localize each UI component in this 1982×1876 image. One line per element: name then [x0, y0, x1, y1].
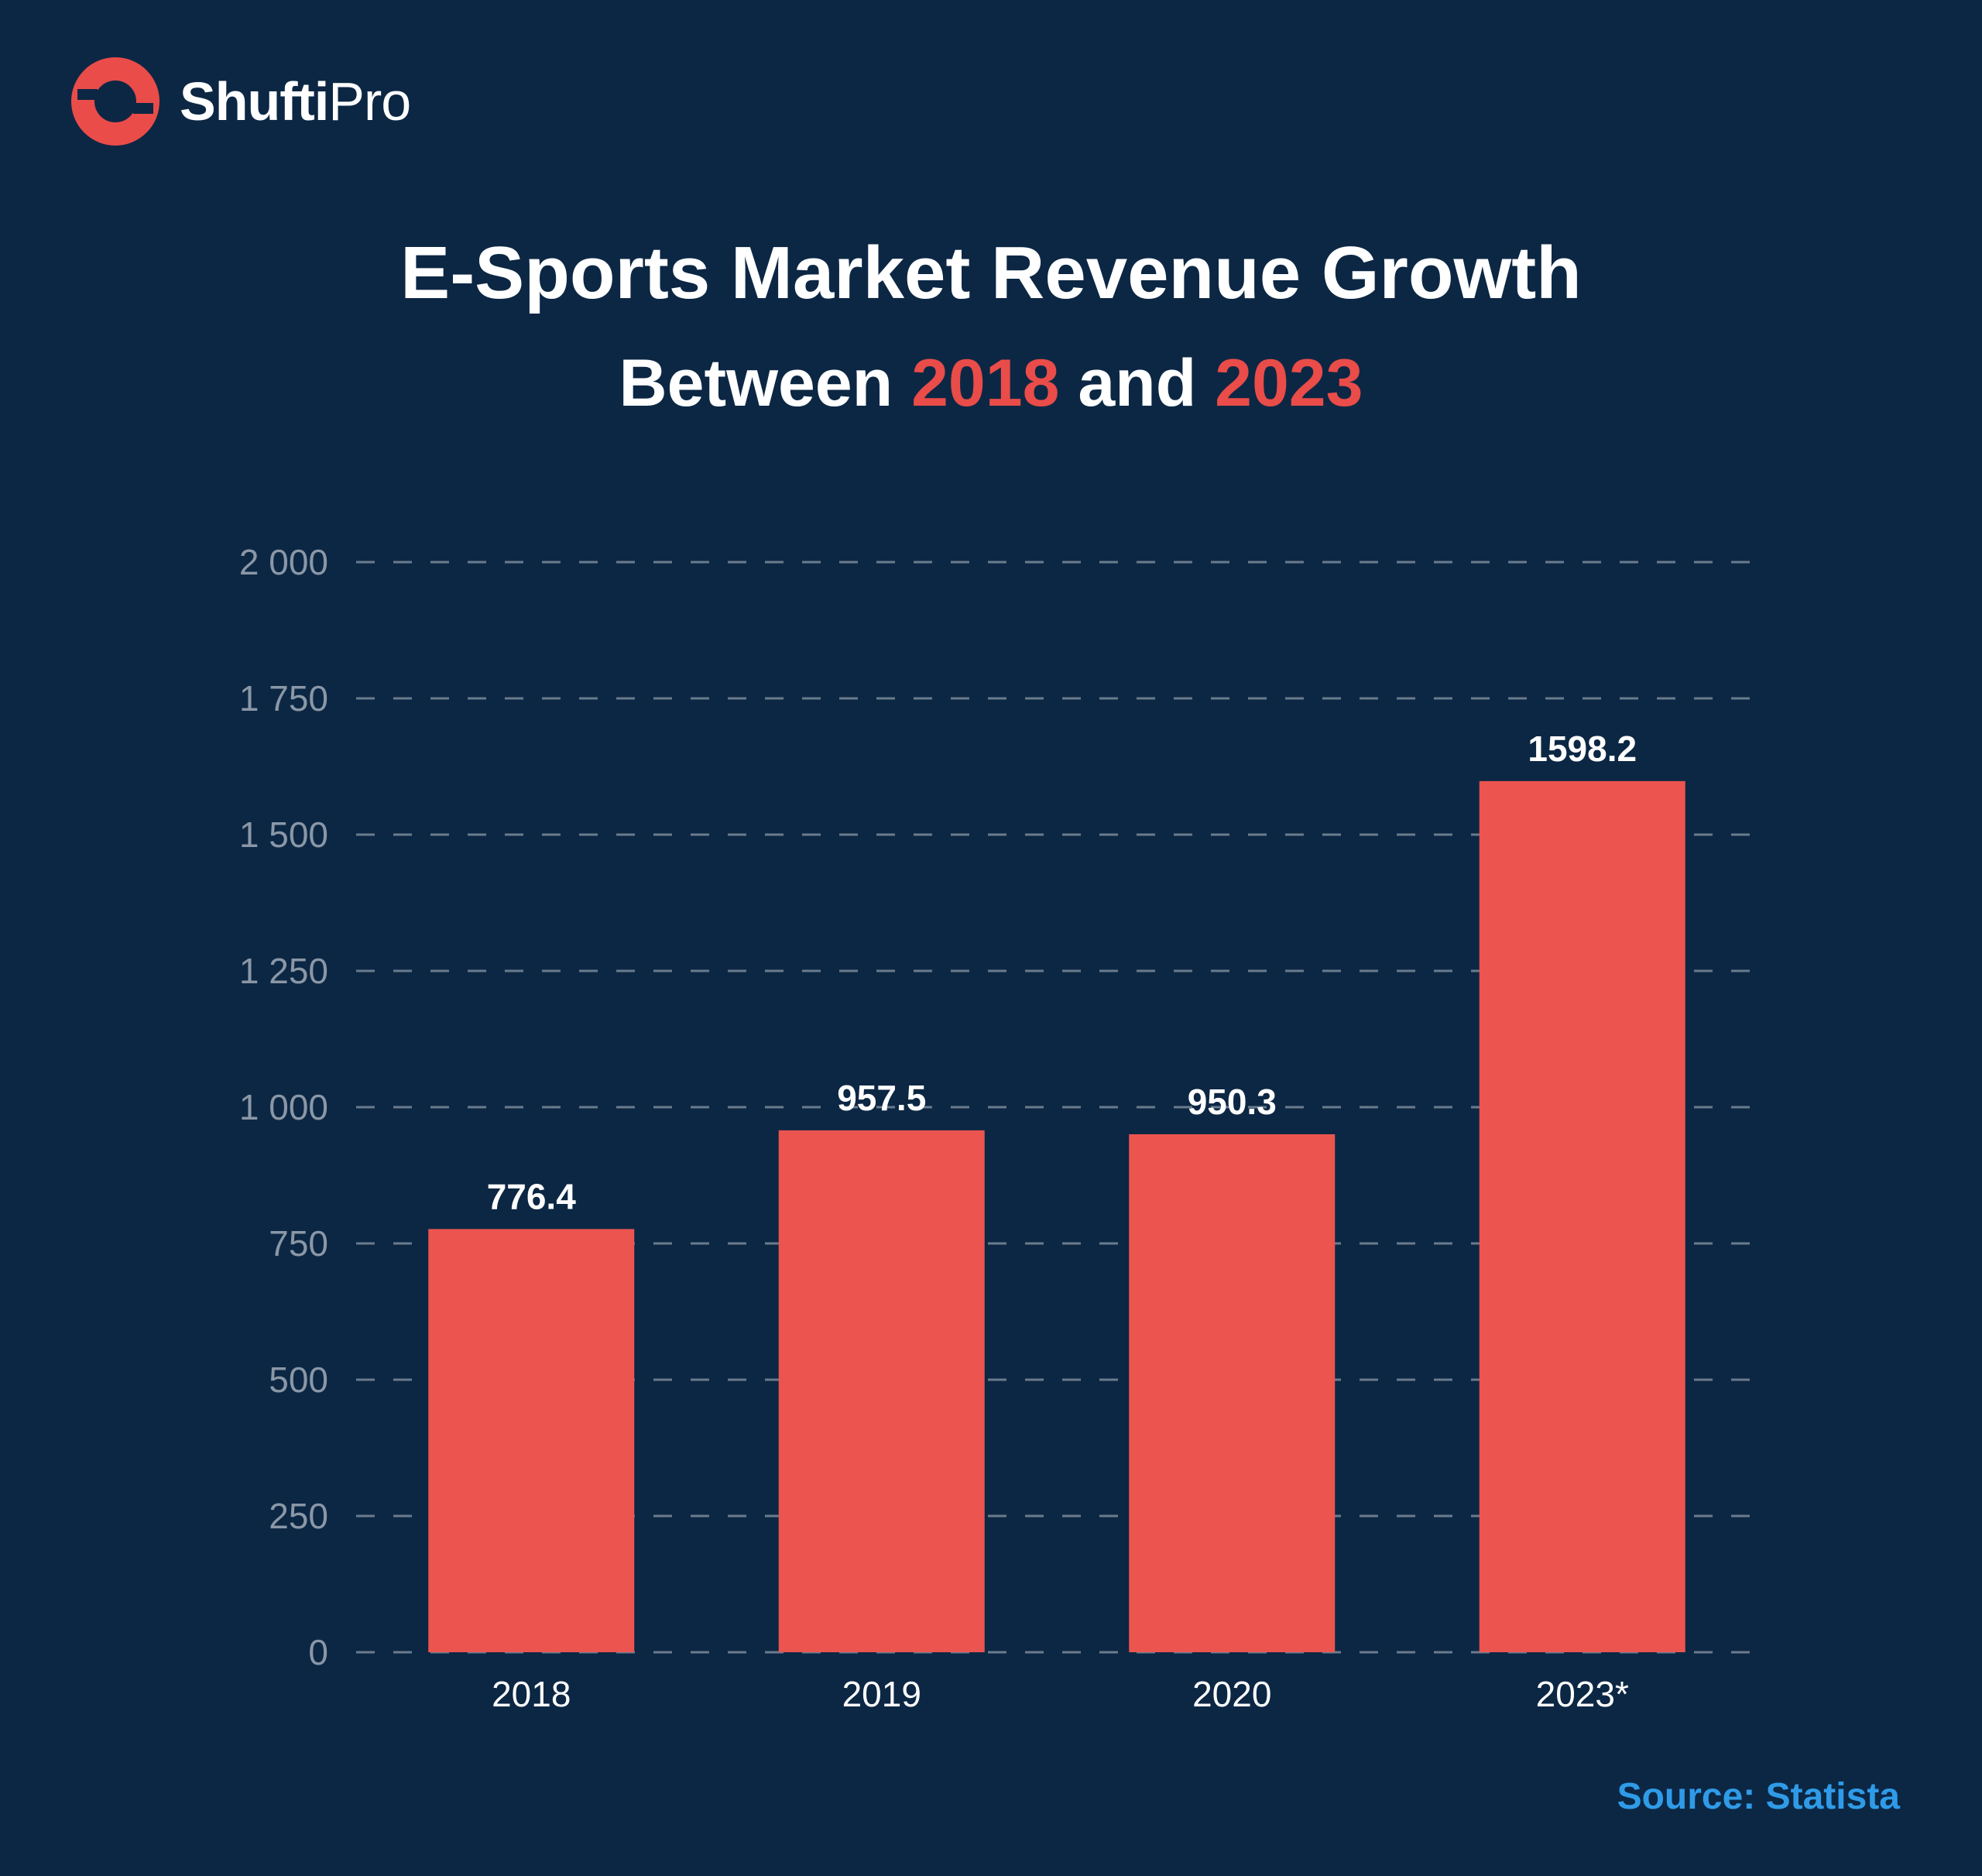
- brand-name-bold: Shufti: [180, 71, 329, 132]
- data-label: 957.5: [837, 1078, 926, 1118]
- bar: [1129, 1133, 1336, 1652]
- bar: [428, 1229, 635, 1652]
- y-tick-label: 1 250: [239, 951, 328, 991]
- bar-layer: [428, 780, 1685, 1652]
- x-tick-label: 2023*: [1536, 1674, 1629, 1714]
- brand-name: ShuftiPro: [180, 71, 411, 132]
- y-tick-label: 1 500: [239, 815, 328, 855]
- y-tick-label: 2 000: [239, 542, 328, 582]
- data-label: 776.4: [487, 1176, 577, 1216]
- brand-name-light: Pro: [328, 71, 411, 132]
- y-tick-label: 1 000: [239, 1087, 328, 1127]
- bar: [778, 1130, 985, 1652]
- data-label: 950.3: [1188, 1082, 1277, 1122]
- y-tick-label: 0: [308, 1632, 328, 1672]
- subtitle-prefix: Between: [619, 346, 893, 420]
- x-tick-label: 2018: [492, 1674, 571, 1714]
- y-tick-label: 1 750: [239, 678, 328, 719]
- source-note: Source: Statista: [1617, 1776, 1900, 1817]
- subtitle-year-end: 2023: [1215, 346, 1363, 420]
- chart-title: E-Sports Market Revenue Growth: [400, 231, 1582, 314]
- data-label: 1598.2: [1528, 729, 1637, 769]
- subtitle-mid: and: [1078, 346, 1197, 420]
- brand-logo: ShuftiPro: [70, 51, 411, 152]
- ring-logo-icon: [71, 57, 159, 146]
- y-tick-label: 500: [269, 1360, 328, 1400]
- x-tick-label: 2019: [842, 1674, 921, 1714]
- bar: [1479, 780, 1685, 1652]
- label-layer: 776.4 2018 957.5 2019 950.3 2020 1598.2 2023*: [487, 729, 1637, 1714]
- chart-subtitle: Between 2018 and 2023: [0, 347, 1982, 420]
- subtitle-year-start: 2018: [911, 346, 1060, 420]
- y-tick-label: 750: [269, 1223, 328, 1264]
- x-tick-label: 2020: [1192, 1674, 1271, 1714]
- y-tick-label: 250: [269, 1496, 328, 1536]
